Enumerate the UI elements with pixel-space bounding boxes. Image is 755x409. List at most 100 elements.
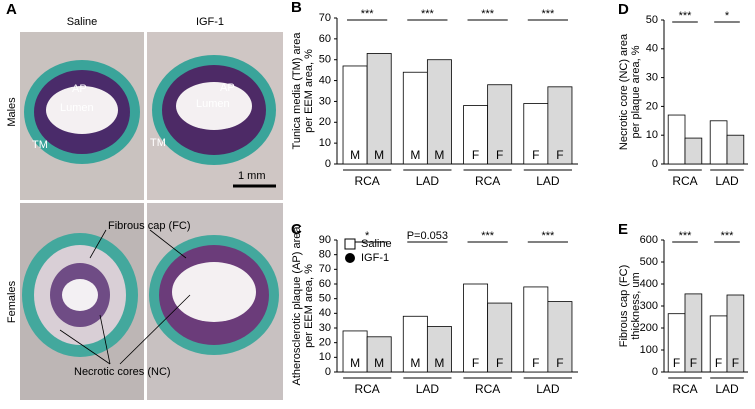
group-label: RCA — [475, 174, 500, 188]
y-tick-label: 0 — [325, 366, 331, 378]
y-tick-label: 90 — [319, 234, 331, 246]
bar-label: M — [350, 356, 360, 370]
bar-label: F — [732, 356, 739, 370]
y-axis-label: per EEM area, % — [303, 49, 315, 133]
y-tick-label: 30 — [646, 72, 658, 84]
y-tick-label: 20 — [319, 116, 331, 128]
row-label: Males — [6, 97, 18, 127]
bar — [366, 53, 392, 165]
bar — [463, 283, 489, 373]
y-tick-label: 20 — [646, 100, 658, 112]
bar-label: F — [673, 356, 680, 370]
bar — [426, 326, 452, 373]
callout: Necrotic cores (NC) — [74, 366, 171, 378]
y-tick-label: 30 — [319, 322, 331, 334]
callout-lines — [59, 229, 191, 365]
y-axis-label: per plaque area, % — [630, 45, 642, 138]
group-label: RCA — [672, 174, 697, 188]
y-tick-label: 30 — [319, 95, 331, 107]
group-label: RCA — [354, 174, 379, 188]
y-tick-label: 80 — [319, 249, 331, 261]
y-tick-label: 50 — [319, 293, 331, 305]
y-tick-label: 70 — [319, 12, 331, 24]
significance: *** — [481, 8, 495, 20]
bar-label: F — [496, 356, 503, 370]
callout: Fibrous cap (FC) — [108, 220, 191, 232]
y-tick-label: 40 — [646, 43, 658, 55]
panel-letter: D — [618, 1, 629, 18]
y-tick-label: 10 — [646, 129, 658, 141]
y-tick-label: 0 — [652, 366, 658, 378]
group-label: LAD — [715, 174, 739, 188]
region-label: TM — [32, 139, 48, 151]
y-tick-label: 70 — [319, 263, 331, 275]
bar-label: M — [374, 148, 384, 162]
region-label: AP — [72, 83, 87, 95]
y-tick-label: 0 — [652, 158, 658, 170]
column-label: Saline — [67, 16, 98, 28]
bar-label: F — [556, 356, 563, 370]
bar — [523, 103, 549, 165]
y-tick-label: 0 — [325, 158, 331, 170]
bar — [709, 120, 728, 165]
group-label: LAD — [416, 382, 440, 396]
y-axis-label: Tunica media (TM) area — [291, 32, 303, 150]
group-label: LAD — [536, 174, 560, 188]
bar-label: F — [496, 148, 503, 162]
significance: *** — [721, 230, 735, 242]
legend-label: IGF-1 — [361, 252, 389, 264]
significance: * — [365, 230, 370, 242]
y-tick-label: 20 — [319, 337, 331, 349]
bar — [366, 336, 392, 373]
bar-label: M — [350, 148, 360, 162]
group-label: LAD — [715, 382, 739, 396]
significance: * — [725, 10, 730, 22]
bar — [726, 134, 745, 165]
y-tick-label: 100 — [640, 344, 658, 356]
bar — [523, 286, 549, 373]
bar-label: F — [532, 148, 539, 162]
y-tick-label: 600 — [640, 234, 658, 246]
y-tick-label: 40 — [319, 74, 331, 86]
bar-label: F — [556, 148, 563, 162]
y-axis-label: Necrotic core (NC) area — [618, 33, 630, 150]
histology — [20, 32, 283, 400]
y-tick-label: 60 — [319, 33, 331, 45]
legend-swatch — [344, 238, 356, 250]
y-axis-label: Fibrous cap (FC) — [618, 265, 630, 348]
bar-label: M — [374, 356, 384, 370]
significance: *** — [361, 8, 375, 20]
panel-letter: C — [291, 221, 302, 238]
significance: *** — [421, 8, 435, 20]
bar — [402, 71, 428, 165]
y-axis-label: thickness, um — [630, 272, 642, 339]
panel-letter: E — [618, 221, 628, 238]
bar-label: M — [410, 148, 420, 162]
bar — [402, 315, 428, 373]
significance: P=0.053 — [407, 230, 448, 242]
y-tick-label: 300 — [640, 300, 658, 312]
region-label: TM — [150, 137, 166, 149]
bar — [342, 330, 368, 373]
bar — [487, 302, 513, 373]
y-tick-label: 60 — [319, 278, 331, 290]
significance: *** — [541, 230, 555, 242]
bar-label: M — [434, 148, 444, 162]
bar — [684, 293, 703, 373]
bar-label: F — [715, 356, 722, 370]
y-axis-label: Atherosclerotic plaque (AP) area — [291, 226, 303, 386]
y-tick-label: 50 — [319, 54, 331, 66]
y-tick-label: 10 — [319, 137, 331, 149]
bar-label: F — [690, 356, 697, 370]
bar — [342, 65, 368, 165]
region-label: Lumen — [196, 98, 230, 110]
bar — [547, 86, 573, 165]
significance: *** — [481, 230, 495, 242]
group-label: LAD — [536, 382, 560, 396]
y-axis-label: per EEM area, % — [303, 264, 315, 348]
bar — [547, 301, 573, 373]
bar — [426, 59, 452, 165]
bar-label: M — [410, 356, 420, 370]
y-tick-label: 50 — [646, 14, 658, 26]
